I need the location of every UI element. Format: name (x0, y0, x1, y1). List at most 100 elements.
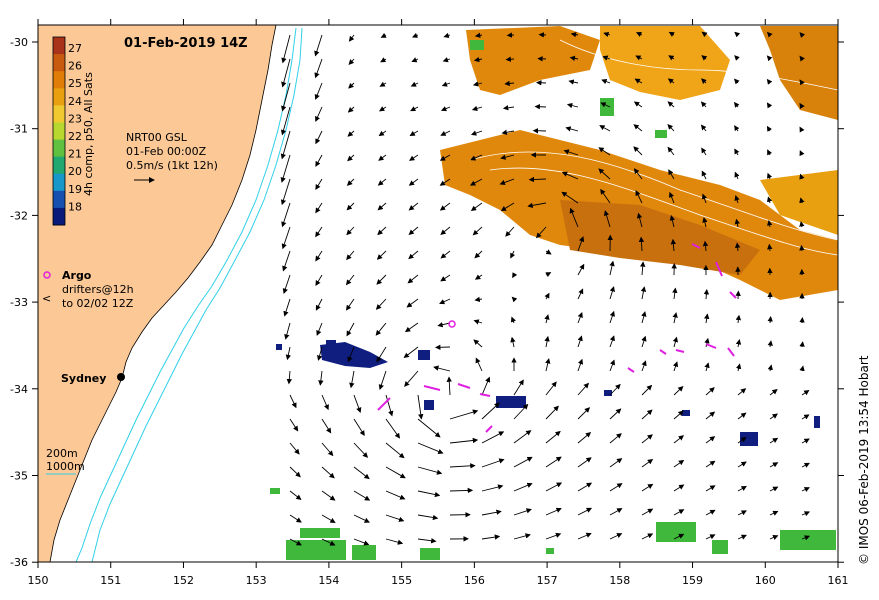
current-time-label: 01-Feb 00:00Z (126, 145, 207, 158)
current-vector (376, 250, 387, 260)
current-vector (440, 106, 451, 112)
current-vector (349, 370, 355, 389)
current-vector (704, 313, 710, 324)
x-tick-label: 153 (246, 574, 267, 587)
current-vector (510, 250, 516, 259)
current-vector (702, 217, 708, 228)
current-vector (408, 226, 419, 235)
current-vector (321, 490, 336, 501)
current-vector (734, 171, 740, 180)
current-vector (513, 533, 531, 540)
current-vector (409, 130, 419, 136)
current-vector (321, 514, 336, 523)
colorbar-segment (53, 71, 65, 89)
current-vector (314, 58, 323, 79)
current-vector (315, 226, 323, 238)
current-vector (315, 178, 323, 190)
current-vector (701, 147, 707, 156)
current-vector (667, 146, 675, 156)
current-vector (403, 346, 419, 359)
current-vector (673, 410, 684, 420)
current-vector (737, 412, 747, 420)
current-vector (385, 418, 401, 439)
current-vector (799, 244, 805, 252)
current-vector (636, 212, 643, 228)
current-vector (379, 106, 387, 112)
current-vector (280, 130, 291, 160)
colorbar-tick-label: 22 (68, 130, 82, 143)
current-vector (316, 346, 323, 361)
current-vector (799, 341, 805, 348)
current-vector (609, 335, 615, 348)
sydney-marker (117, 373, 125, 381)
current-vector (799, 173, 805, 180)
current-vector (700, 124, 707, 132)
sst-cool-patches (276, 340, 820, 446)
current-vector (577, 457, 592, 468)
current-vector (289, 466, 301, 478)
current-vector (345, 298, 355, 311)
current-vector (449, 437, 479, 444)
current-vector (443, 32, 451, 39)
current-vector (673, 459, 685, 468)
current-vector (673, 484, 685, 492)
current-vector (346, 226, 355, 236)
current-vector (733, 78, 740, 85)
current-vector (449, 409, 479, 420)
x-tick-label: 159 (682, 574, 703, 587)
current-vector (609, 286, 615, 300)
current-vector (500, 202, 515, 212)
current-vector (737, 436, 747, 444)
current-vector (638, 236, 645, 252)
isobath-1000m (91, 27, 303, 562)
current-vector (353, 418, 365, 437)
y-tick-label: -34 (10, 383, 28, 396)
current-vector (348, 82, 355, 89)
current-vector (353, 442, 369, 458)
current-vector (346, 250, 355, 261)
current-vector (289, 490, 302, 500)
current-vector (609, 260, 615, 276)
x-tick-label: 154 (318, 574, 339, 587)
current-vector (545, 456, 562, 468)
current-vector (470, 178, 483, 186)
current-vector (286, 370, 292, 385)
current-vector (282, 274, 291, 294)
current-vector (440, 130, 451, 136)
current-vector (705, 509, 716, 516)
current-vector (766, 55, 773, 62)
colorbar-segment (53, 37, 65, 55)
depth-legend-200m: 200m (46, 447, 78, 460)
current-vector (348, 58, 355, 65)
current-vector (641, 458, 654, 468)
current-vector (481, 402, 500, 420)
current-vector (705, 460, 716, 468)
current-vector (799, 102, 805, 109)
current-vector (577, 358, 584, 372)
current-vector (510, 316, 516, 324)
current-vector (315, 202, 323, 214)
current-vector (347, 106, 355, 113)
sydney-label: Sydney (61, 372, 106, 385)
current-vector (545, 381, 557, 396)
current-vector (609, 533, 623, 540)
argo-legend-label: Argo (62, 269, 92, 282)
current-vector (380, 57, 387, 63)
current-vector (737, 534, 747, 540)
current-vector (321, 394, 329, 411)
current-vector (474, 296, 483, 303)
current-vector (408, 178, 419, 186)
colorbar-segment (53, 190, 65, 209)
current-vector (318, 370, 324, 386)
current-vector (499, 178, 515, 186)
colorbar-segment (53, 105, 65, 123)
current-vector (641, 533, 654, 540)
current-vector (280, 106, 291, 136)
current-vector (767, 340, 773, 348)
current-vector (766, 31, 773, 38)
current-vector (346, 178, 355, 186)
current-vector (347, 346, 355, 363)
colorbar-tick-label: 26 (68, 60, 82, 73)
current-vector (481, 534, 501, 540)
